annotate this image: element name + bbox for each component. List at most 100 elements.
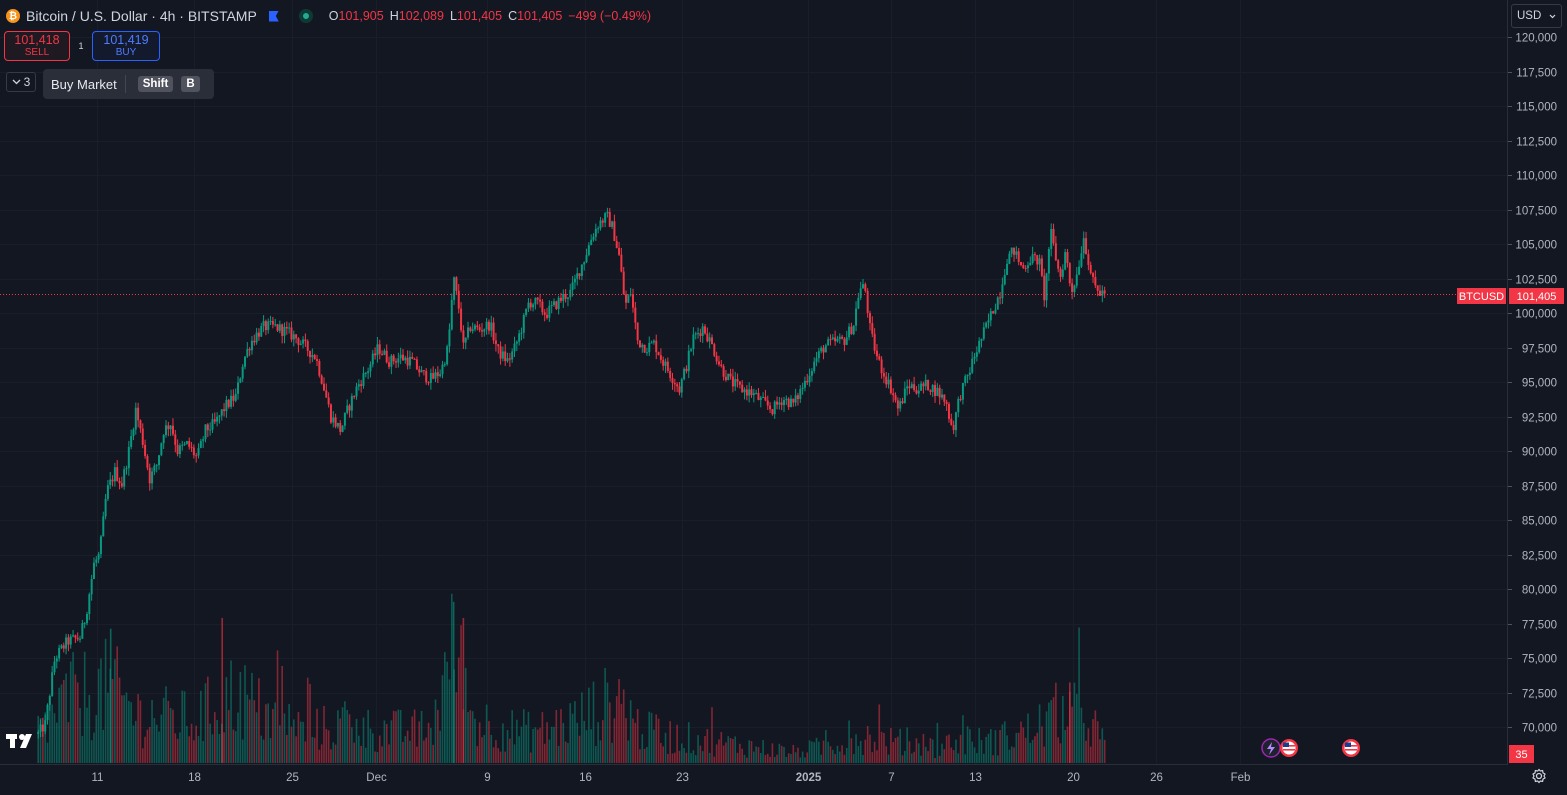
candle-body xyxy=(506,358,509,362)
candle xyxy=(920,380,923,391)
volume-bar xyxy=(585,730,588,763)
candle xyxy=(546,307,549,320)
candle xyxy=(67,634,70,652)
candle-body xyxy=(86,614,89,624)
flag-icon[interactable] xyxy=(268,10,279,22)
candle-body xyxy=(708,337,711,342)
volume-bar xyxy=(980,740,983,763)
volume-bar xyxy=(753,751,755,763)
candle-body xyxy=(313,355,316,360)
candle xyxy=(731,368,734,393)
candle xyxy=(520,327,523,341)
candle xyxy=(1043,268,1046,307)
volume-bar xyxy=(736,752,739,763)
volume-bar xyxy=(114,659,116,763)
candle xyxy=(223,403,226,417)
buy-button[interactable]: 101,419 BUY xyxy=(92,31,160,61)
volume-bar xyxy=(1031,739,1034,763)
symbol-title[interactable]: Bitcoin / U.S. Dollar · 4h · BITSTAMP xyxy=(26,8,257,24)
candle-body xyxy=(678,386,681,393)
candle xyxy=(276,323,279,332)
candle-body xyxy=(353,396,356,398)
candle-body xyxy=(892,393,895,396)
volume-bar xyxy=(81,736,84,763)
candle xyxy=(741,380,744,393)
candle-body xyxy=(367,371,370,373)
candle-body xyxy=(278,324,281,331)
candle xyxy=(553,298,556,307)
candle-body xyxy=(139,420,142,429)
candle-body xyxy=(597,228,600,230)
candle-body xyxy=(204,424,207,440)
candle xyxy=(102,511,105,537)
candle-body xyxy=(778,402,781,405)
candle xyxy=(302,336,305,349)
x-tick-label: 26 xyxy=(1150,772,1163,784)
candle xyxy=(164,420,167,438)
volume-bar xyxy=(622,689,625,763)
candle-body xyxy=(146,455,149,468)
candle xyxy=(288,322,291,334)
market-status-icon[interactable] xyxy=(298,9,313,23)
y-tick-label: 72,500 xyxy=(1522,689,1557,701)
volume-bar xyxy=(1034,736,1036,763)
volume-bar xyxy=(248,699,251,763)
volume-bar xyxy=(511,710,513,763)
tradingview-logo[interactable] xyxy=(6,730,40,755)
candle xyxy=(978,337,981,354)
candle xyxy=(388,356,391,370)
sell-button[interactable]: 101,418 SELL xyxy=(4,31,70,61)
candle xyxy=(508,352,511,367)
candle-body xyxy=(79,638,82,640)
candle xyxy=(715,351,718,365)
candle xyxy=(666,357,669,374)
candle-body xyxy=(720,364,723,367)
volume-bar xyxy=(244,665,246,763)
volume-bar xyxy=(416,746,418,763)
candle xyxy=(506,352,509,363)
candle-body xyxy=(295,334,298,339)
candle-body xyxy=(469,327,472,331)
volume-bar xyxy=(325,728,328,763)
candle-body xyxy=(657,352,660,356)
volume-bar xyxy=(146,729,149,763)
event-markers[interactable] xyxy=(1261,738,1360,758)
volume-bar xyxy=(188,736,191,763)
candle-body xyxy=(520,332,523,334)
volume-bar xyxy=(406,730,409,763)
candle-body xyxy=(508,358,511,360)
candle-body xyxy=(827,339,830,346)
currency-select[interactable]: USD xyxy=(1511,4,1562,28)
candle-body xyxy=(924,379,927,387)
candle xyxy=(248,347,251,357)
candle xyxy=(104,494,107,520)
volume-bar xyxy=(1029,742,1032,763)
candle xyxy=(499,341,502,365)
volume-bar xyxy=(230,660,232,763)
volume-bar xyxy=(883,732,885,763)
candle-body xyxy=(676,384,679,387)
candle-body xyxy=(148,467,151,484)
volume-bar xyxy=(941,743,943,763)
candle-body xyxy=(453,277,456,300)
candle xyxy=(316,354,319,367)
volume-bar xyxy=(1036,732,1039,763)
candle xyxy=(357,379,360,391)
candle-body xyxy=(160,443,163,456)
indicators-toggle[interactable]: 3 xyxy=(6,72,36,92)
candle xyxy=(81,619,84,639)
volume-bar xyxy=(74,674,77,763)
candle-body xyxy=(1036,255,1039,265)
candle-body xyxy=(794,395,797,403)
candle xyxy=(515,340,518,351)
volume-bar xyxy=(852,754,855,763)
candle xyxy=(722,364,725,381)
settings-gear-icon[interactable] xyxy=(1528,765,1550,787)
candle xyxy=(1020,261,1023,267)
candle xyxy=(425,368,428,385)
candle xyxy=(171,418,174,437)
candle xyxy=(371,349,374,368)
candle-body xyxy=(97,554,100,560)
volume-bar xyxy=(418,721,421,763)
